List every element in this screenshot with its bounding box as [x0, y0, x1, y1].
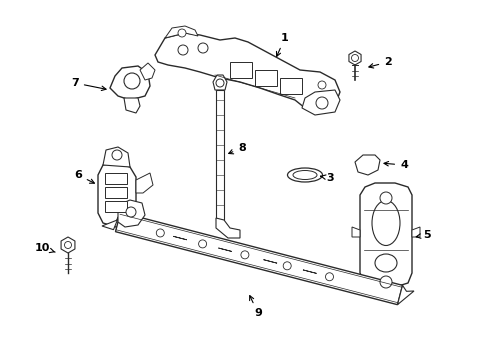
Polygon shape [213, 75, 226, 90]
Polygon shape [164, 26, 198, 38]
Polygon shape [302, 90, 339, 115]
Polygon shape [263, 260, 277, 263]
Polygon shape [115, 212, 402, 305]
Bar [254, 70, 276, 86]
Circle shape [178, 29, 185, 37]
Polygon shape [103, 147, 130, 167]
Polygon shape [354, 155, 379, 175]
Circle shape [198, 240, 206, 248]
Polygon shape [140, 63, 155, 80]
Text: 6: 6 [74, 170, 94, 183]
Ellipse shape [292, 171, 316, 180]
Polygon shape [155, 33, 339, 112]
Circle shape [216, 79, 224, 87]
Polygon shape [136, 173, 153, 193]
Polygon shape [218, 248, 231, 252]
Text: 9: 9 [249, 296, 262, 318]
Circle shape [64, 242, 71, 248]
Text: 4: 4 [383, 160, 407, 170]
Polygon shape [102, 212, 120, 230]
Circle shape [315, 97, 327, 109]
Polygon shape [216, 218, 240, 238]
Ellipse shape [287, 168, 322, 182]
Polygon shape [124, 98, 140, 113]
Polygon shape [397, 285, 413, 305]
Polygon shape [98, 163, 136, 227]
Circle shape [325, 273, 333, 281]
Polygon shape [110, 66, 150, 100]
Bar [229, 62, 251, 78]
Polygon shape [303, 270, 316, 273]
Text: 3: 3 [320, 173, 333, 183]
Ellipse shape [371, 201, 399, 246]
Text: 2: 2 [368, 57, 391, 68]
Circle shape [379, 276, 391, 288]
Circle shape [126, 207, 136, 217]
Circle shape [112, 150, 122, 160]
Text: 8: 8 [228, 143, 245, 154]
Circle shape [379, 192, 391, 204]
Polygon shape [359, 183, 411, 287]
Polygon shape [118, 200, 145, 227]
Circle shape [178, 45, 187, 55]
Circle shape [156, 229, 164, 237]
Circle shape [124, 73, 140, 89]
Circle shape [317, 81, 325, 89]
Circle shape [198, 43, 207, 53]
Bar [105, 173, 127, 184]
Polygon shape [351, 227, 359, 237]
Polygon shape [348, 51, 360, 65]
Text: 1: 1 [276, 33, 288, 56]
Polygon shape [173, 236, 186, 240]
Polygon shape [61, 237, 75, 253]
Circle shape [241, 251, 248, 259]
Circle shape [283, 262, 291, 270]
Text: 5: 5 [415, 230, 430, 240]
Polygon shape [216, 90, 224, 220]
Ellipse shape [374, 254, 396, 272]
Circle shape [351, 54, 358, 62]
Polygon shape [411, 227, 419, 237]
Bar [280, 78, 302, 94]
Bar [105, 187, 127, 198]
Text: 10: 10 [34, 243, 55, 253]
Text: 7: 7 [71, 78, 106, 90]
Bar [105, 201, 127, 212]
